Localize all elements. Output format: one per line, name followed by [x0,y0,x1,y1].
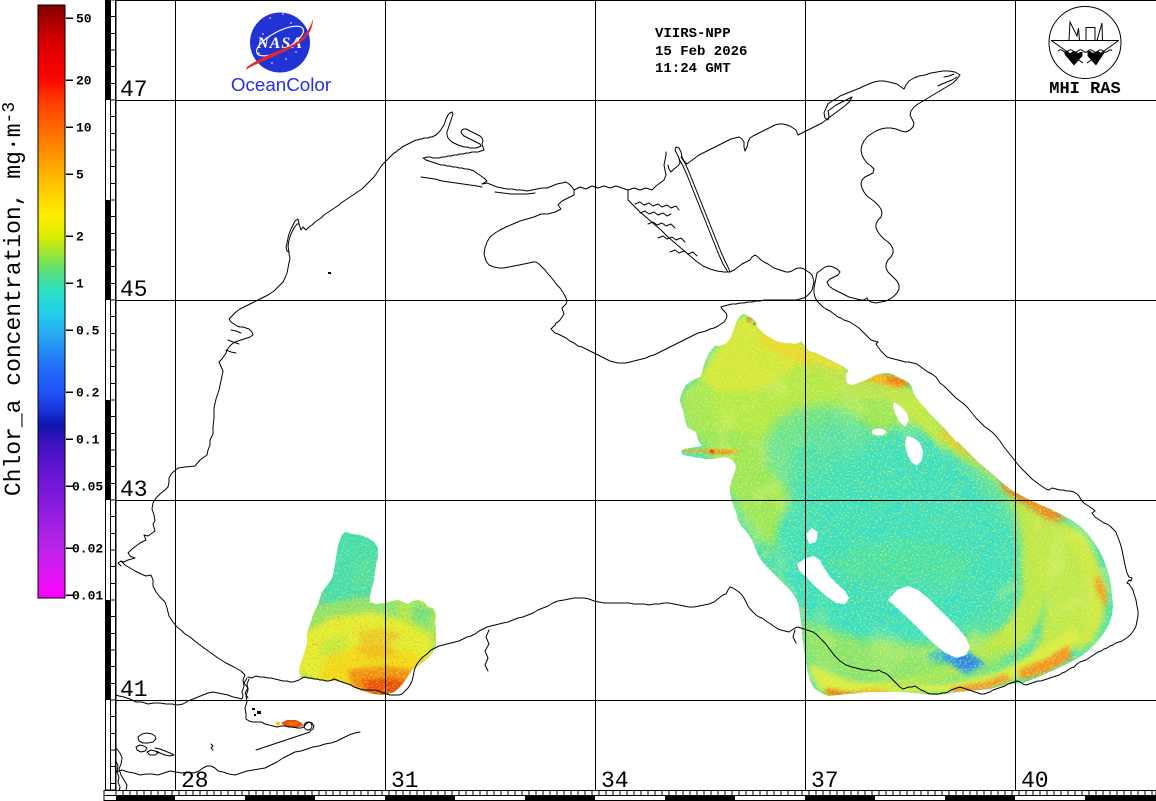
svg-text:43: 43 [120,477,148,503]
svg-text:VIIRS-NPP: VIIRS-NPP [655,26,731,42]
svg-text:15 Feb 2026: 15 Feb 2026 [655,44,747,60]
svg-text:Chlor_a concentration, mg·m-3: Chlor_a concentration, mg·m-3 [0,102,27,496]
svg-text:0.1: 0.1 [76,433,100,448]
svg-text:28: 28 [181,768,209,794]
svg-text:MHI RAS: MHI RAS [1049,80,1120,99]
svg-text:0.05: 0.05 [72,480,103,495]
svg-text:OceanColor: OceanColor [231,74,331,95]
svg-text:41: 41 [120,677,148,703]
svg-text:2: 2 [76,230,84,245]
svg-text:10: 10 [76,121,92,136]
svg-text:0.2: 0.2 [76,386,100,401]
svg-text:0.01: 0.01 [72,589,103,604]
svg-text:50: 50 [76,12,92,27]
svg-text:0.02: 0.02 [72,542,103,557]
svg-text:47: 47 [120,77,148,103]
svg-text:20: 20 [76,74,92,89]
svg-text:45: 45 [120,277,148,303]
svg-text:37: 37 [811,768,839,794]
svg-text:40: 40 [1021,768,1049,794]
svg-text:0.5: 0.5 [76,324,100,339]
svg-text:5: 5 [76,168,84,183]
svg-text:11:24 GMT: 11:24 GMT [655,61,731,77]
svg-text:31: 31 [391,768,419,794]
svg-text:34: 34 [601,768,629,794]
svg-text:1: 1 [76,277,84,292]
